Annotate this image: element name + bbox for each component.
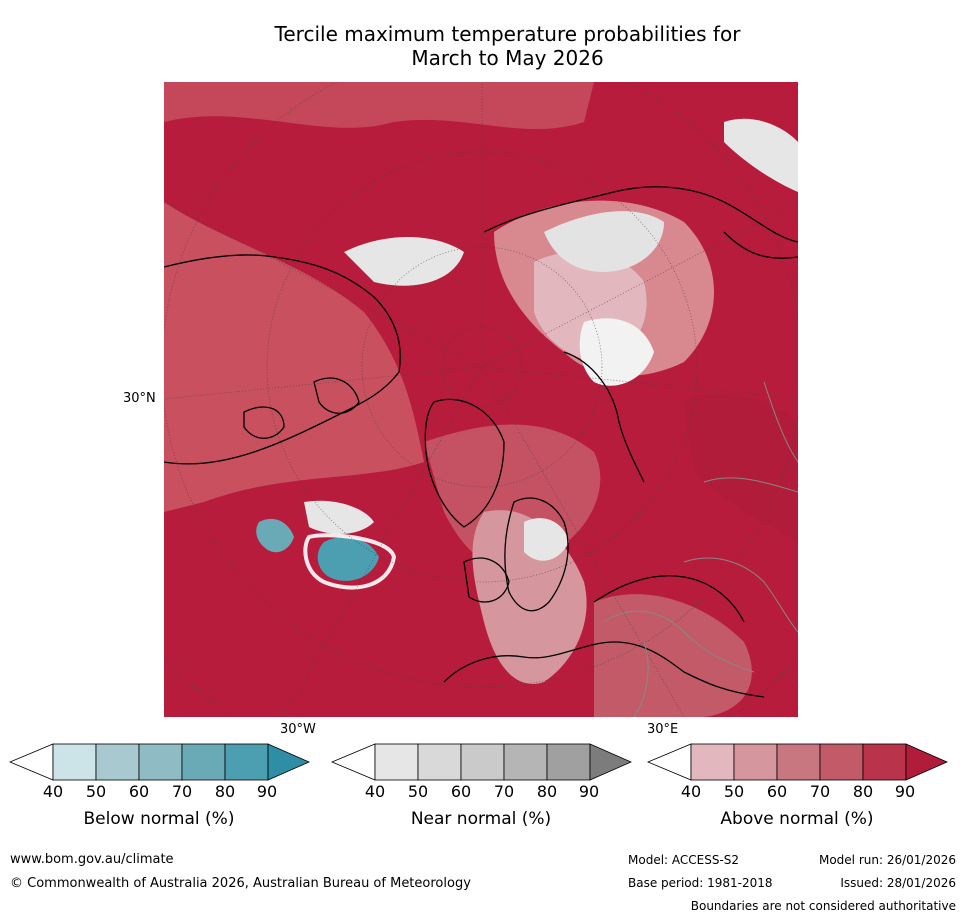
colorbar-bin [690, 743, 735, 781]
tick-label: 60 [766, 782, 788, 801]
below-normal-atlantic-2 [317, 537, 379, 581]
colorbar-near-graphic [330, 743, 632, 781]
footer-base-period: Base period: 1981-2018 [628, 876, 773, 890]
colorbar-bin [52, 743, 97, 781]
longitude-label-30e: 30°E [647, 722, 679, 737]
tick-label: 70 [493, 782, 515, 801]
colorbar-above [646, 743, 948, 781]
colorbar-near [330, 743, 632, 781]
colorbar-under-triangle [330, 743, 376, 781]
below-normal-atlantic-outline [303, 533, 397, 590]
colorbar-bin [546, 743, 591, 781]
tick-label: 70 [171, 782, 193, 801]
tick-label: 60 [128, 782, 150, 801]
tick-label: 80 [536, 782, 558, 801]
colorbar-under-triangle [646, 743, 692, 781]
tick-label: 60 [450, 782, 472, 801]
below-normal-atlantic-1 [256, 518, 294, 553]
colorbar-bin [95, 743, 140, 781]
near-normal-scandinavia [524, 518, 569, 561]
region-north-america [164, 202, 424, 512]
colorbar-bin [862, 743, 907, 781]
tick-label: 80 [214, 782, 236, 801]
title-line-1: Tercile maximum temperature probabilitie… [274, 22, 741, 46]
region-central-asia [684, 393, 798, 542]
colorbar-below-graphic [8, 743, 310, 781]
chart-title: Tercile maximum temperature probabilitie… [0, 22, 965, 70]
tick-label: 50 [723, 782, 745, 801]
colorbar-bin [224, 743, 269, 781]
colorbar-below [8, 743, 310, 781]
graticule [164, 82, 798, 717]
latitude-label-30n: 30°N [123, 391, 156, 406]
footer-disclaimer: Boundaries are not considered authoritat… [690, 899, 956, 913]
title-line-2: March to May 2026 [411, 46, 604, 70]
tick-label: 40 [680, 782, 702, 801]
near-normal-siberia-east [579, 318, 654, 386]
colorbar-bin [138, 743, 183, 781]
near-normal-siberia-north [544, 211, 664, 272]
tick-label: 40 [42, 782, 64, 801]
footer-model-run: Model run: 26/01/2026 [818, 853, 956, 867]
country-borders [603, 381, 798, 717]
footer-url: www.bom.gov.au/climate [10, 852, 174, 867]
near-normal-atlantic-west [304, 500, 374, 534]
tick-label: 50 [85, 782, 107, 801]
tick-label: 50 [407, 782, 429, 801]
tick-label: 40 [364, 782, 386, 801]
near-normal-alaska [344, 237, 464, 286]
region-europe-mediterranean [594, 594, 752, 717]
colorbar-above-title: Above normal (%) [720, 809, 874, 829]
footer-model: Model: ACCESS-S2 [628, 853, 740, 867]
map-canvas [164, 82, 798, 717]
colorbar-over-triangle [905, 743, 948, 781]
colorbar-bin [181, 743, 226, 781]
colorbar-bin [733, 743, 778, 781]
colorbar-near-title: Near normal (%) [410, 809, 552, 829]
tick-label: 90 [256, 782, 278, 801]
colorbar-bin [503, 743, 548, 781]
colorbar-over-triangle [589, 743, 632, 781]
footer-copyright: © Commonwealth of Australia 2026, Austra… [10, 876, 471, 891]
tick-label: 90 [894, 782, 916, 801]
tick-label: 80 [852, 782, 874, 801]
colorbar-above-graphic [646, 743, 948, 781]
tick-label: 90 [578, 782, 600, 801]
colorbar-bin [776, 743, 821, 781]
colorbar-bin [819, 743, 864, 781]
colorbar-bin [374, 743, 419, 781]
region-arctic-ocean-top [164, 82, 594, 130]
longitude-label-30w: 30°W [280, 722, 316, 737]
probability-map [164, 82, 798, 717]
footer-issued: Issued: 28/01/2026 [840, 876, 956, 890]
colorbar-bin [460, 743, 505, 781]
colorbar-bin [417, 743, 462, 781]
colorbar-over-triangle [267, 743, 310, 781]
tick-label: 70 [809, 782, 831, 801]
colorbar-below-title: Below normal (%) [83, 809, 235, 829]
near-normal-pacific [724, 118, 798, 192]
coastlines [164, 186, 798, 698]
colorbar-under-triangle [8, 743, 54, 781]
